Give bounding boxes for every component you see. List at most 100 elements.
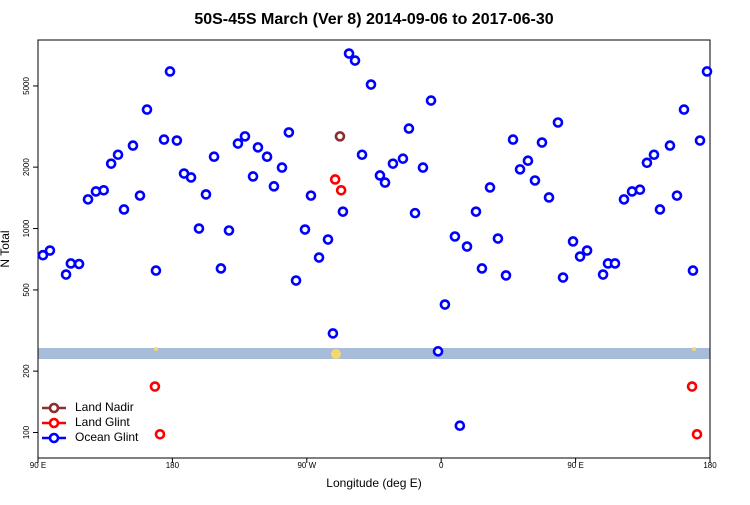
- point: [574, 251, 586, 262]
- point: [691, 429, 703, 440]
- point: [449, 231, 461, 242]
- point: [141, 104, 153, 115]
- x-tick-label: 0: [439, 461, 444, 470]
- point: [329, 174, 341, 185]
- point: [261, 151, 273, 162]
- point: [343, 48, 355, 59]
- y-tick-label: 500: [22, 283, 31, 297]
- point: [374, 170, 386, 181]
- point: [349, 55, 361, 66]
- legend-label: Ocean Glint: [75, 430, 139, 444]
- point: [514, 164, 526, 175]
- y-axis-label: N Total: [0, 230, 12, 267]
- point: [247, 171, 259, 182]
- point: [337, 206, 349, 217]
- point: [164, 66, 176, 77]
- y-tick-label: 1000: [22, 219, 31, 237]
- point: [397, 153, 409, 164]
- point: [365, 79, 377, 90]
- point: [127, 140, 139, 151]
- point: [268, 181, 280, 192]
- point: [118, 204, 130, 215]
- point: [597, 269, 609, 280]
- point: [185, 172, 197, 183]
- point: [154, 429, 166, 440]
- point: [425, 95, 437, 106]
- y-tick-label: 200: [22, 364, 31, 378]
- x-axis-label: Longitude (deg E): [326, 476, 421, 490]
- y-tick-label: 100: [22, 425, 31, 439]
- point: [232, 138, 244, 149]
- point: [409, 207, 421, 219]
- coverage-band: [38, 348, 710, 359]
- point: [37, 249, 49, 261]
- point: [73, 258, 85, 270]
- point: [567, 236, 579, 247]
- point: [439, 299, 451, 310]
- x-tick-label: 180: [703, 461, 717, 470]
- point: [200, 189, 212, 200]
- point: [536, 137, 548, 148]
- point: [484, 182, 496, 193]
- point: [335, 184, 347, 196]
- x-tick-label: 90 W: [297, 461, 316, 470]
- x-tick-label: 90 E: [30, 461, 46, 470]
- point: [82, 194, 94, 205]
- point: [618, 194, 630, 205]
- point: [65, 258, 77, 269]
- point: [648, 149, 660, 161]
- point: [223, 225, 235, 236]
- point: [60, 269, 72, 280]
- point: [461, 241, 473, 252]
- point: [252, 142, 264, 153]
- point: [44, 245, 56, 256]
- point: [158, 134, 170, 145]
- point: [356, 149, 368, 161]
- point: [654, 204, 666, 215]
- legend-marker: [48, 432, 60, 444]
- point: [609, 258, 621, 269]
- point: [290, 275, 302, 286]
- legend-label: Land Glint: [75, 415, 130, 429]
- point: [687, 265, 699, 276]
- point: [557, 272, 569, 283]
- point: [686, 381, 698, 392]
- point: [432, 346, 444, 357]
- point: [215, 263, 227, 274]
- point: [276, 162, 288, 173]
- plot-frame: [37, 39, 711, 459]
- point: [529, 175, 541, 186]
- point: [492, 233, 504, 244]
- point: [322, 234, 334, 245]
- point: [334, 131, 346, 142]
- point: [379, 177, 391, 188]
- point: [239, 131, 251, 142]
- point: [387, 158, 399, 169]
- point: [581, 245, 593, 256]
- point: [171, 135, 183, 146]
- band-dot: [154, 347, 158, 351]
- point: [283, 127, 295, 138]
- point: [98, 184, 110, 196]
- point: [193, 223, 205, 234]
- point: [500, 270, 512, 281]
- point: [313, 252, 325, 263]
- point: [112, 149, 124, 161]
- point: [543, 192, 555, 203]
- point: [299, 224, 311, 235]
- point: [150, 265, 162, 276]
- y-tick-label: 5000: [22, 77, 31, 95]
- point: [470, 206, 482, 217]
- point: [327, 328, 339, 339]
- point: [476, 263, 488, 274]
- point: [507, 134, 519, 145]
- point: [701, 66, 713, 77]
- point: [134, 190, 146, 201]
- chart-title: 50S-45S March (Ver 8) 2014-09-06 to 2017…: [194, 11, 553, 28]
- y-tick-label: 2000: [22, 158, 31, 176]
- legend-label: Land Nadir: [75, 400, 134, 414]
- point: [664, 140, 676, 151]
- point: [305, 190, 317, 201]
- point: [552, 117, 564, 128]
